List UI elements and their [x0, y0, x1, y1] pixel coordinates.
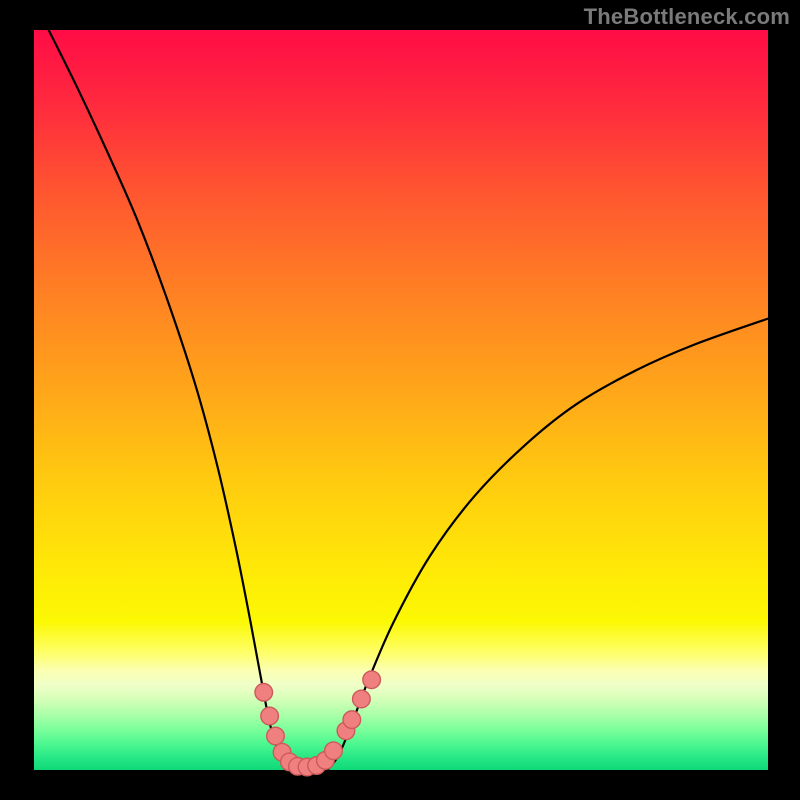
watermark-text: TheBottleneck.com: [584, 4, 790, 30]
bottleneck-chart-svg: [0, 0, 800, 800]
chart-stage: TheBottleneck.com: [0, 0, 800, 800]
